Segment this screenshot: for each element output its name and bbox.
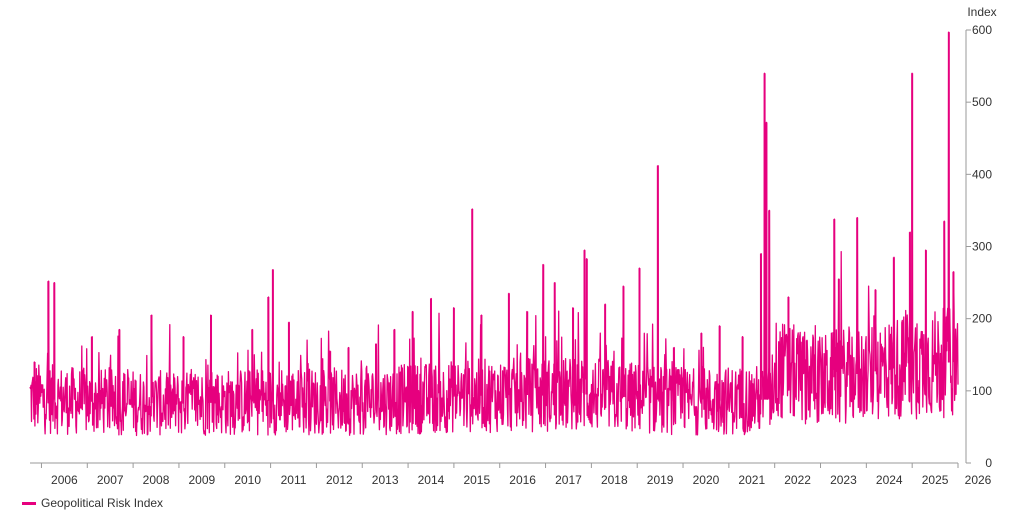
- x-tick-label: 2024: [876, 473, 903, 487]
- y-tick-label: 600: [972, 23, 992, 37]
- y-tick-label: 400: [972, 167, 992, 181]
- y-tick-label: 200: [972, 312, 992, 326]
- y-tick-label: 0: [985, 456, 992, 470]
- x-tick-label: 2016: [509, 473, 536, 487]
- x-tick-label: 2009: [189, 473, 216, 487]
- x-tick-label: 2008: [143, 473, 170, 487]
- x-tick-label: 2017: [555, 473, 582, 487]
- x-tick-label: 2014: [418, 473, 445, 487]
- y-tick-label: 500: [972, 95, 992, 109]
- series-line-geopolitical-risk-index: [29, 31, 959, 437]
- legend-label: Geopolitical Risk Index: [41, 496, 164, 510]
- x-tick-label: 2021: [738, 473, 765, 487]
- legend-swatch: [22, 501, 36, 505]
- y-axis: 0 100 200 300 400 500 600: [965, 23, 992, 470]
- x-tick-label: 2015: [463, 473, 490, 487]
- x-tick-label: 2019: [647, 473, 674, 487]
- x-tick-label: 2011: [281, 473, 307, 487]
- x-tick-label: 2025: [922, 473, 949, 487]
- x-tick-label: 2018: [601, 473, 628, 487]
- x-tick-label: 2022: [784, 473, 811, 487]
- legend[interactable]: Geopolitical Risk Index: [22, 496, 163, 510]
- x-tick-label: 2006: [51, 473, 78, 487]
- x-tick-label: 2020: [693, 473, 720, 487]
- x-tick-label: 2026: [965, 473, 992, 487]
- x-tick-label: 2013: [372, 473, 399, 487]
- x-tick-label: 2012: [326, 473, 353, 487]
- x-tick-label: 2007: [97, 473, 124, 487]
- x-axis: 2006 2007 2008 2009 2010 2011 2012 2013 2014 2015…: [30, 462, 992, 487]
- y-axis-title: Index: [967, 5, 996, 19]
- y-tick-label: 100: [972, 384, 992, 398]
- series-group: [29, 31, 959, 437]
- x-tick-label: 2010: [234, 473, 261, 487]
- x-tick-label: 2023: [830, 473, 857, 487]
- y-tick-label: 300: [972, 240, 992, 254]
